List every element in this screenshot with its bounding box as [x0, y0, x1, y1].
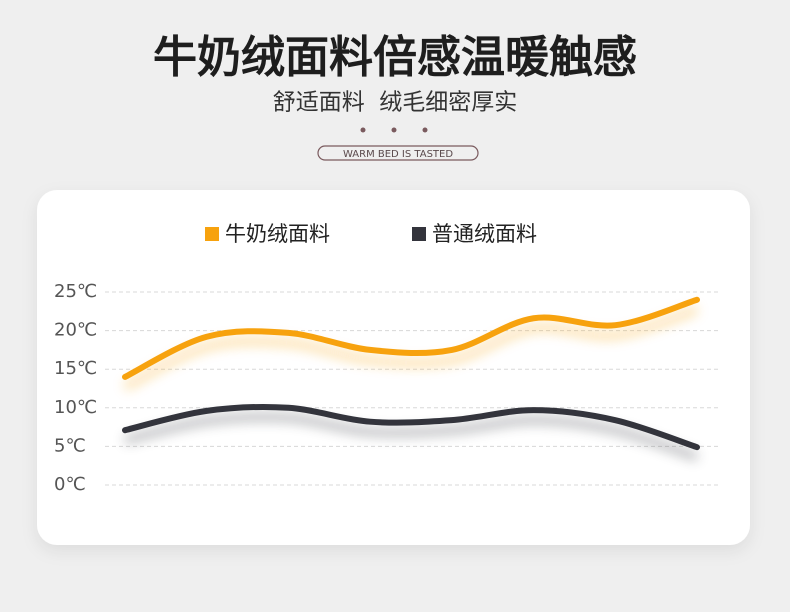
chart-title: 牛奶绒面料倍感温暖触感: [153, 32, 637, 83]
y-tick-label: 10℃: [54, 397, 97, 418]
card: [37, 190, 750, 545]
dot: [360, 127, 366, 133]
line-glow: [124, 412, 699, 461]
subtitle: 舒适面料 绒毛细密厚实: [273, 90, 518, 116]
y-tick-label: 5℃: [54, 435, 86, 456]
legend-label: 普通绒面料: [432, 222, 537, 246]
line: [122, 403, 700, 451]
y-tick-label: 15℃: [54, 358, 97, 379]
y-tick-label: 20℃: [54, 320, 97, 341]
y-tick-label: 0℃: [54, 474, 86, 495]
line-glow: [123, 305, 699, 391]
legend-swatch: [205, 227, 219, 241]
line: [122, 296, 700, 380]
dot: [422, 127, 428, 133]
y-tick-label: 25℃: [54, 281, 97, 302]
legend-label: 牛奶绒面料: [225, 222, 330, 246]
dot: [391, 127, 397, 133]
tag-pill: [317, 145, 479, 161]
tag-text: WARM BED IS TASTED: [343, 149, 453, 160]
legend-swatch: [412, 227, 426, 241]
